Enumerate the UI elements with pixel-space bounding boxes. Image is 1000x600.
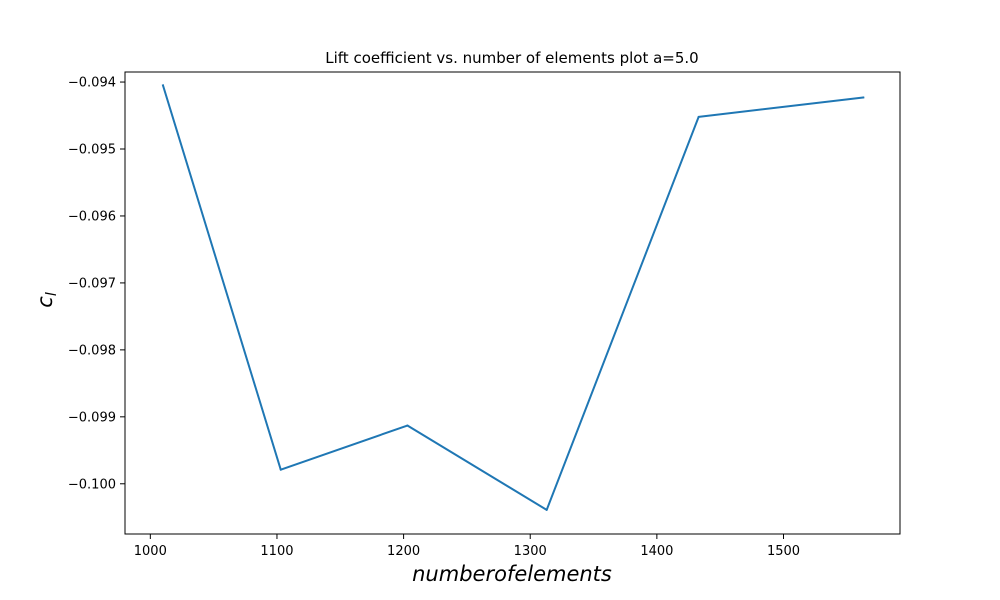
y-axis-label: cl (33, 292, 60, 308)
y-tick-label: −0.100 (68, 477, 116, 492)
data-point (161, 84, 164, 87)
series-line-0 (161, 84, 865, 511)
y-tick-label: −0.099 (68, 410, 116, 425)
data-point (279, 468, 282, 471)
series-layer (161, 84, 865, 511)
y-tick-label: −0.095 (68, 143, 116, 158)
data-point (406, 424, 409, 427)
y-axis-label-main: c (33, 296, 57, 308)
y-axis: −0.094 −0.095 −0.096 −0.097 −0.098 −0.099 −0.1… (68, 76, 125, 492)
x-axis-label: numberofelements (412, 562, 612, 586)
y-tick-label: −0.098 (68, 343, 116, 358)
y-tick-label: −0.097 (68, 276, 116, 291)
y-tick-label: −0.096 (68, 209, 116, 224)
x-tick-label: 1300 (514, 544, 547, 559)
y-tick-label: −0.094 (68, 76, 116, 91)
data-point (697, 115, 700, 118)
x-tick-label: 1500 (767, 544, 800, 559)
data-point (545, 508, 548, 511)
x-axis: 1000 1100 1200 1300 1400 1500 (134, 534, 800, 559)
chart-title: Lift coefficient vs. number of elements … (325, 49, 698, 67)
x-tick-label: 1200 (387, 544, 420, 559)
y-axis-label-subscript: l (44, 292, 60, 296)
x-tick-label: 1400 (640, 544, 673, 559)
x-tick-label: 1100 (260, 544, 293, 559)
plot-area-frame (124, 71, 901, 535)
data-point (862, 96, 865, 99)
x-tick-label: 1000 (134, 544, 167, 559)
